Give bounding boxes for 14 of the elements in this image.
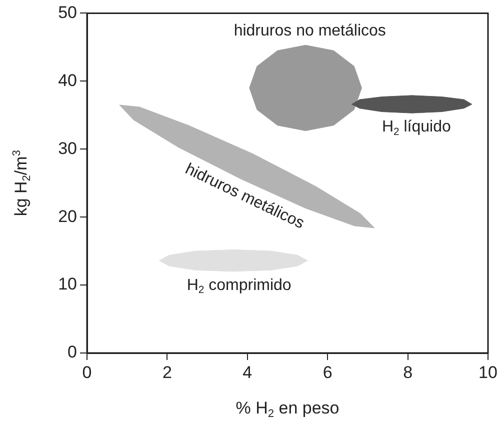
x-tick-label: 8	[403, 362, 413, 382]
y-tick-label: 50	[58, 2, 77, 22]
x-tick-label: 2	[162, 362, 172, 382]
x-tick-label: 4	[242, 362, 252, 382]
y-tick-label: 20	[58, 206, 77, 226]
x-tick-label: 0	[82, 362, 92, 382]
y-tick-label: 10	[58, 274, 77, 294]
y-axis-title: kg H2/m3	[10, 150, 34, 216]
x-tick-label: 10	[478, 362, 498, 382]
y-tick-label: 30	[58, 138, 77, 158]
series-label: hidruros no metálicos	[234, 22, 386, 40]
y-tick-label: 40	[58, 70, 77, 90]
y-tick-label: 0	[68, 342, 77, 362]
x-tick-label: 6	[322, 362, 332, 382]
